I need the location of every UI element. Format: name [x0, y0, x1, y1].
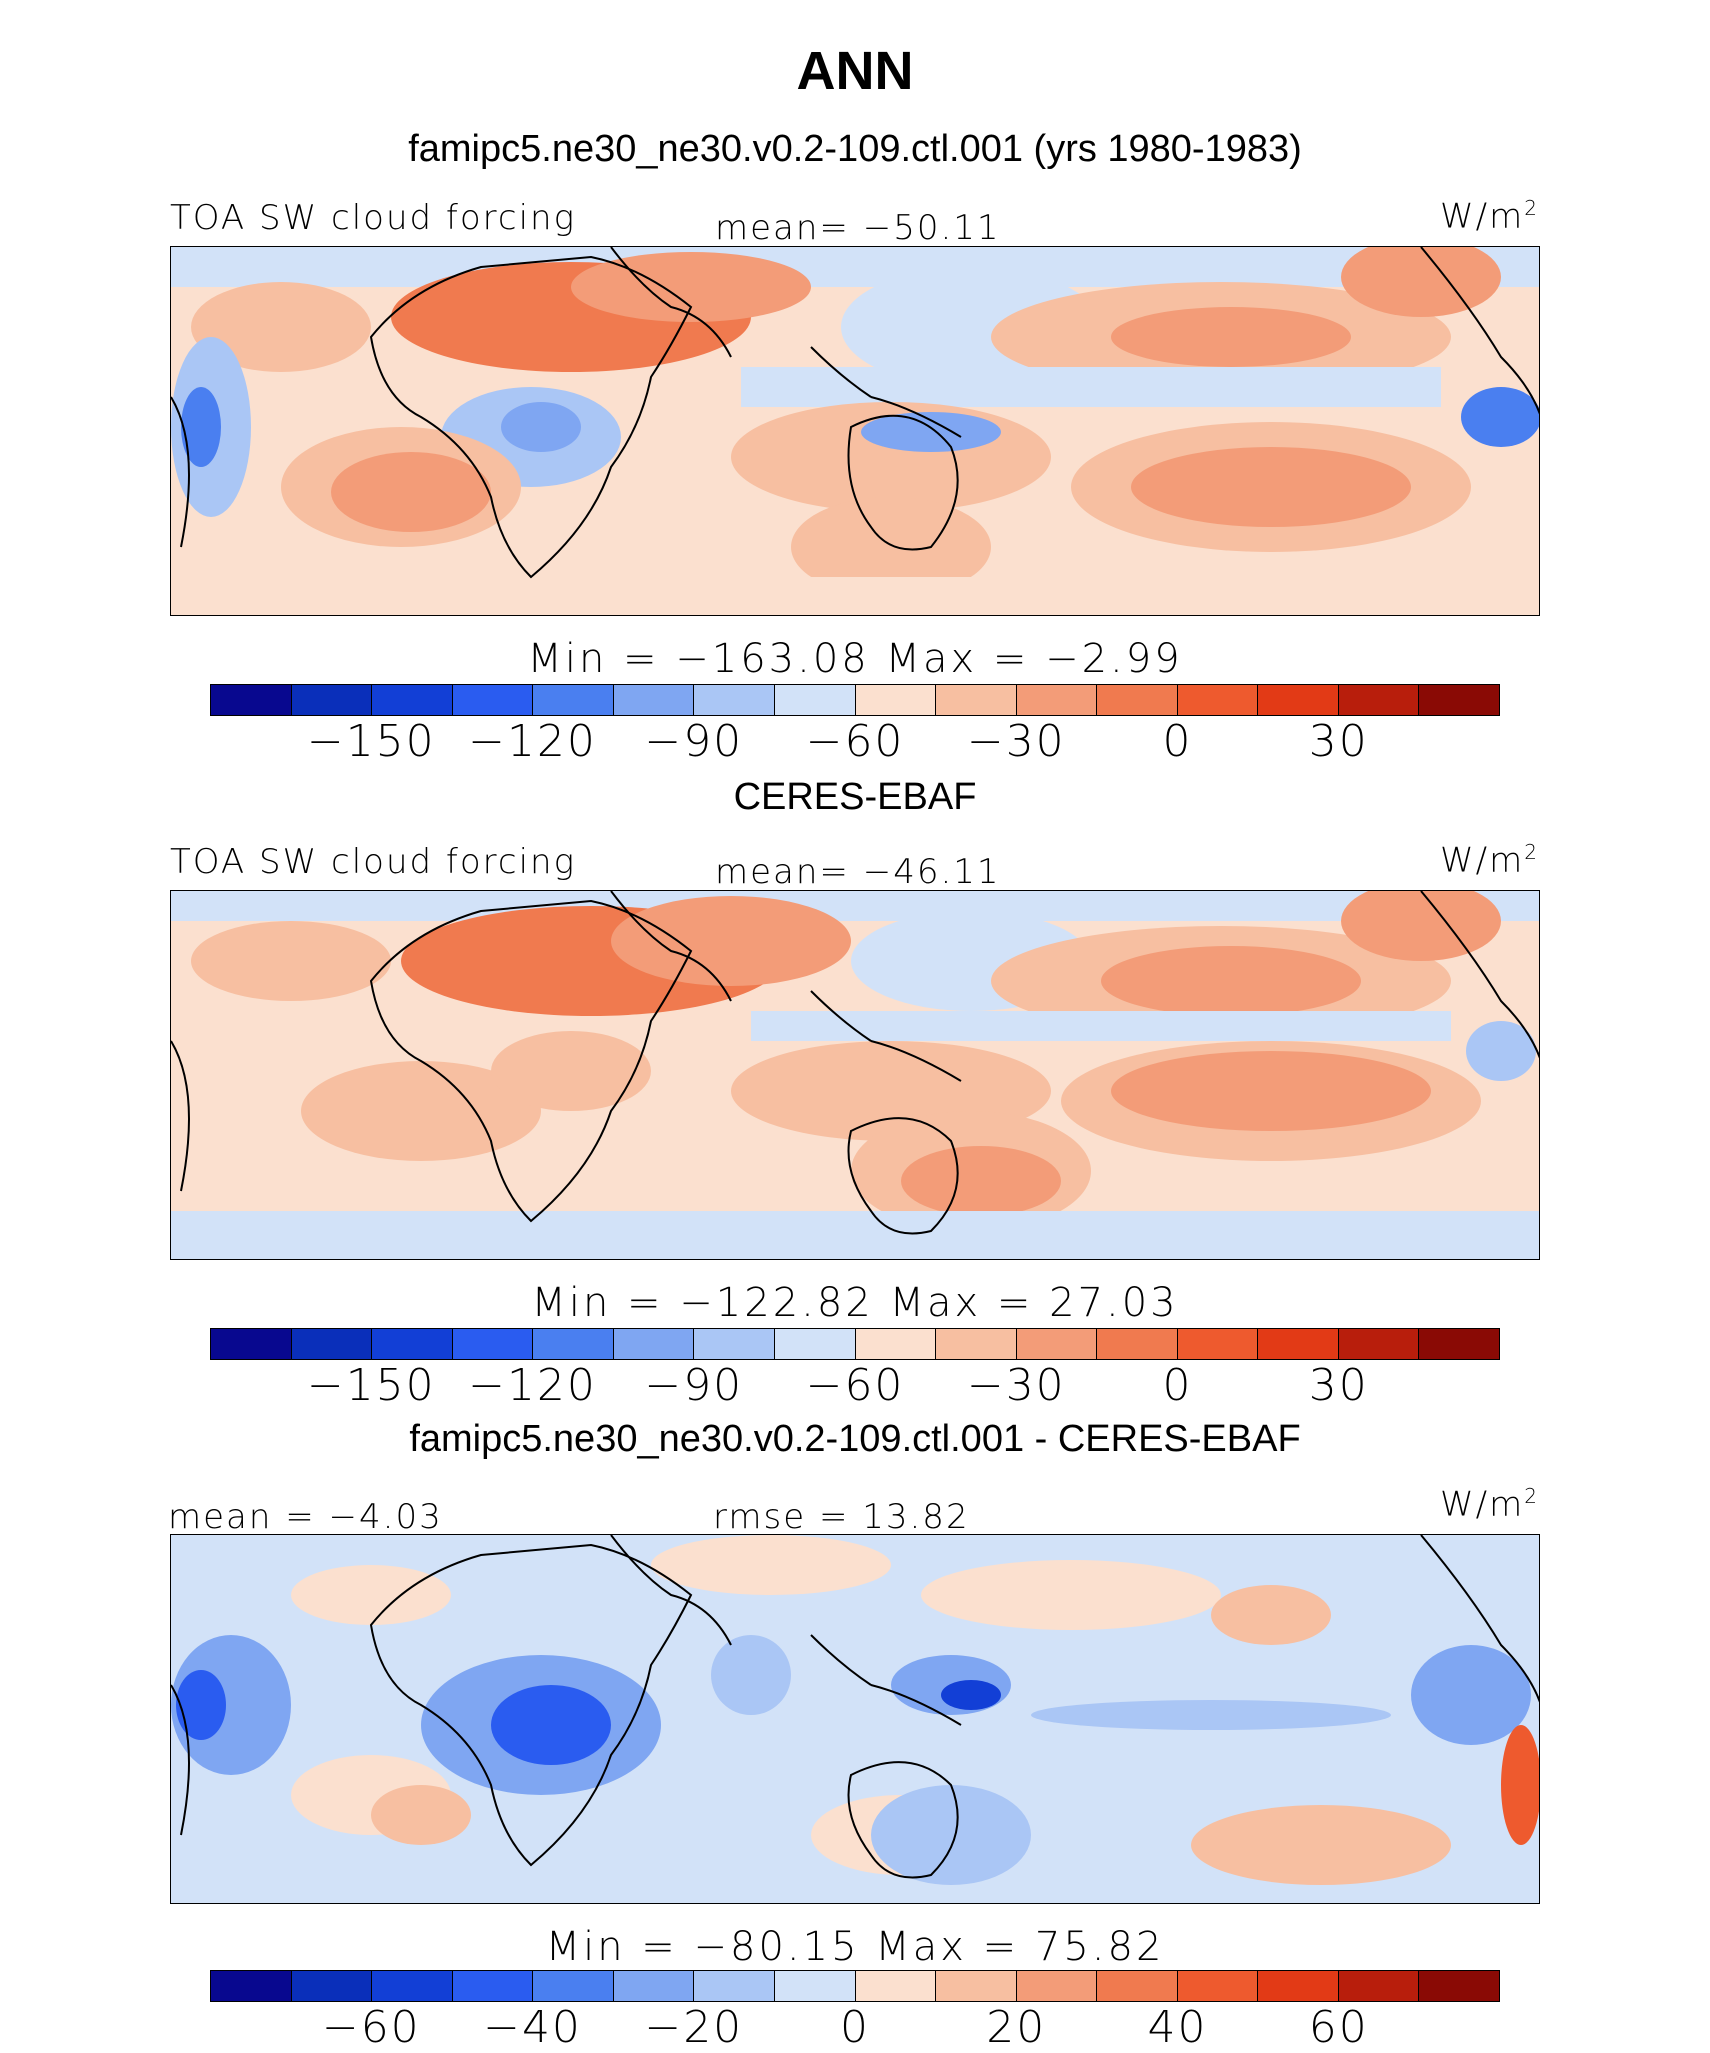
- colorbar-swatch: [936, 685, 1017, 715]
- colorbar-swatch: [533, 1329, 614, 1359]
- colorbar-swatch: [1338, 1329, 1420, 1359]
- panel-obs-label: CERES-EBAF: [733, 776, 977, 818]
- colorbar-swatch: [211, 1329, 292, 1359]
- panel-model-mean: mean= −50.11: [715, 208, 1001, 248]
- colorbar-swatch: [774, 685, 856, 715]
- colorbar-tick-label: 0: [840, 2002, 870, 2053]
- colorbar-swatch: [1097, 1971, 1178, 2001]
- colorbar-tick-label: 60: [1308, 2002, 1369, 2053]
- colorbar-tick-label: −150: [306, 716, 436, 767]
- colorbar-swatch: [1177, 1971, 1259, 2001]
- panel-diff-map: [170, 1534, 1540, 1904]
- colorbar-swatch: [855, 685, 937, 715]
- colorbar-tick-label: 20: [986, 2002, 1047, 2053]
- figure-title: ANN: [796, 41, 914, 101]
- colorbar-swatch: [1419, 685, 1499, 715]
- colorbar-swatch: [1177, 1329, 1259, 1359]
- colorbar-swatch: [372, 1971, 453, 2001]
- panel-model-ticks: −150 −120 −90 −60 −30 0 30: [0, 716, 1710, 767]
- panel-model-variable: TOA SW cloud forcing: [170, 198, 576, 238]
- colorbar-tick-label: −90: [644, 716, 744, 767]
- colorbar-swatch: [452, 1329, 534, 1359]
- panel-model-minmax: Min = −163.08 Max = −2.99: [527, 636, 1183, 682]
- colorbar-swatch: [1016, 685, 1098, 715]
- colorbar-swatch: [211, 685, 292, 715]
- colorbar-swatch: [774, 1329, 856, 1359]
- panel-diff-mean: mean = −4.03: [168, 1497, 443, 1537]
- panel-obs-ticks: −150 −120 −90 −60 −30 0 30: [0, 1360, 1710, 1411]
- colorbar-swatch: [694, 1971, 775, 2001]
- panel-obs-unit: W/m2: [1440, 840, 1539, 881]
- panel-obs-minmax: Min = −122.82 Max = 27.03: [531, 1280, 1179, 1326]
- colorbar-swatch: [372, 685, 453, 715]
- colorbar-swatch: [291, 685, 373, 715]
- colorbar-swatch: [291, 1971, 373, 2001]
- colorbar-tick-label: 40: [1147, 2002, 1208, 2053]
- panel-obs-mean: mean= −46.11: [715, 852, 1001, 892]
- colorbar-swatch: [211, 1971, 292, 2001]
- colorbar-tick-label: −30: [966, 1360, 1066, 1411]
- colorbar-swatch: [1016, 1971, 1098, 2001]
- colorbar-tick-label: −60: [321, 2002, 421, 2053]
- colorbar-swatch: [613, 1971, 695, 2001]
- colorbar-swatch: [452, 1971, 534, 2001]
- colorbar-swatch: [1097, 685, 1178, 715]
- colorbar-tick-label: −20: [644, 2002, 744, 2053]
- colorbar-swatch: [533, 1971, 614, 2001]
- colorbar-tick-label: −60: [805, 1360, 905, 1411]
- panel-diff-unit: W/m2: [1440, 1484, 1539, 1525]
- panel-obs-map: [170, 890, 1540, 1260]
- colorbar-swatch: [1177, 685, 1259, 715]
- panel-obs-variable: TOA SW cloud forcing: [170, 842, 576, 882]
- colorbar-swatch: [855, 1329, 937, 1359]
- colorbar-swatch: [1338, 1971, 1420, 2001]
- colorbar-swatch: [1258, 1971, 1339, 2001]
- colorbar-swatch: [613, 1329, 695, 1359]
- colorbar-swatch: [291, 1329, 373, 1359]
- panel-diff-rmse: rmse = 13.82: [713, 1497, 970, 1537]
- panel-diff-label: famipc5.ne30_ne30.v0.2-109.ctl.001 - CER…: [409, 1418, 1301, 1460]
- panel-model-unit: W/m2: [1440, 196, 1539, 237]
- colorbar-tick-label: −120: [468, 1360, 597, 1411]
- colorbar-swatch: [372, 1329, 453, 1359]
- colorbar-swatch: [1016, 1329, 1098, 1359]
- panel-obs-colorbar: [210, 1328, 1500, 1360]
- colorbar-swatch: [694, 1329, 775, 1359]
- figure-subtitle: famipc5.ne30_ne30.v0.2-109.ctl.001 (yrs …: [408, 128, 1302, 170]
- colorbar-swatch: [613, 685, 695, 715]
- colorbar-tick-label: −40: [483, 2002, 582, 2053]
- colorbar-tick-label: −30: [966, 716, 1066, 767]
- colorbar-tick-label: −90: [644, 1360, 744, 1411]
- colorbar-tick-label: 30: [1308, 716, 1369, 767]
- panel-model-map: [170, 246, 1540, 616]
- colorbar-swatch: [533, 685, 614, 715]
- colorbar-swatch: [855, 1971, 937, 2001]
- panel-diff-minmax: Min = −80.15 Max = 75.82: [545, 1924, 1165, 1970]
- colorbar-tick-label: −120: [468, 716, 597, 767]
- colorbar-swatch: [1419, 1329, 1499, 1359]
- colorbar-swatch: [452, 685, 534, 715]
- colorbar-swatch: [694, 685, 775, 715]
- panel-diff-ticks: −60 −40 −20 0 20 40 60: [0, 2002, 1710, 2053]
- panel-diff-colorbar: [210, 1970, 1500, 2002]
- colorbar-swatch: [1097, 1329, 1178, 1359]
- colorbar-tick-label: −150: [306, 1360, 436, 1411]
- colorbar-swatch: [1258, 1329, 1339, 1359]
- colorbar-swatch: [936, 1971, 1017, 2001]
- colorbar-tick-label: −60: [805, 716, 905, 767]
- colorbar-swatch: [936, 1329, 1017, 1359]
- colorbar-tick-label: 30: [1308, 1360, 1369, 1411]
- colorbar-swatch: [774, 1971, 856, 2001]
- colorbar-swatch: [1338, 685, 1420, 715]
- colorbar-tick-label: 0: [1162, 716, 1193, 767]
- panel-model-colorbar: [210, 684, 1500, 716]
- colorbar-tick-label: 0: [1162, 1360, 1193, 1411]
- colorbar-swatch: [1419, 1971, 1499, 2001]
- colorbar-swatch: [1258, 685, 1339, 715]
